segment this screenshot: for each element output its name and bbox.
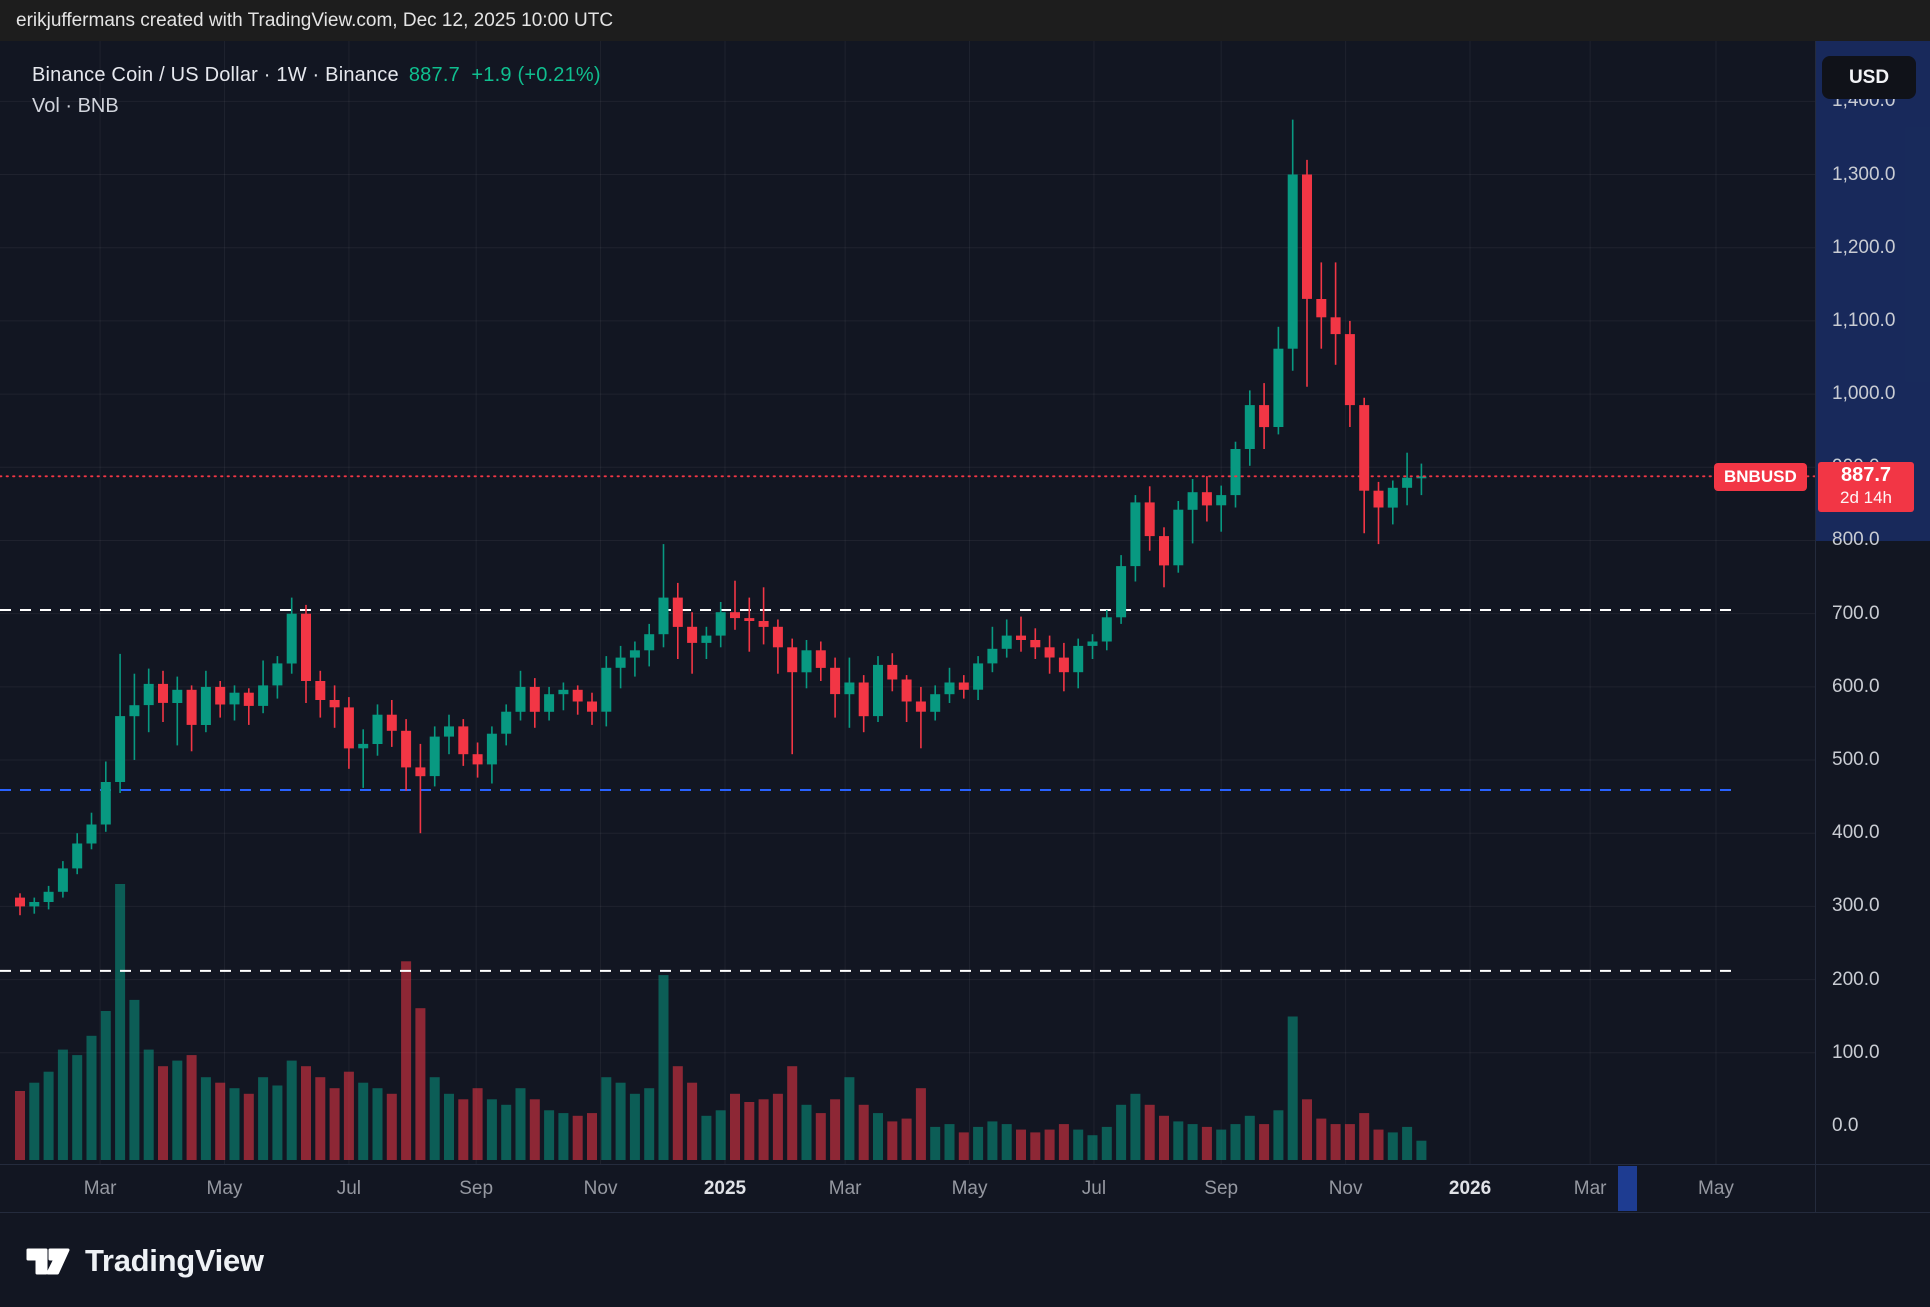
time-axis[interactable]: Mar May Jul Sep Nov 2025 Mar May Jul Sep Nov 2026 Ma… bbox=[0, 1165, 1930, 1212]
time-label-month: May bbox=[1698, 1178, 1734, 1199]
price-tick: 300.0 bbox=[1832, 895, 1880, 917]
time-label-month: Mar bbox=[83, 1178, 117, 1199]
price-tick: 100.0 bbox=[1832, 1041, 1880, 1063]
time-label-year: 2026 bbox=[1448, 1178, 1492, 1199]
time-label-month: Jul bbox=[336, 1178, 362, 1199]
price-tick: 400.0 bbox=[1832, 822, 1880, 844]
price-tick: 1,300.0 bbox=[1832, 163, 1896, 185]
tradingview-logo-icon bbox=[26, 1248, 70, 1275]
current-price-value: 887.7 bbox=[1840, 464, 1892, 486]
symbol-title[interactable]: Binance Coin / US Dollar · 1W · Binance bbox=[32, 64, 399, 86]
time-label-month: Jul bbox=[1081, 1178, 1107, 1199]
price-tick: 700.0 bbox=[1832, 602, 1880, 624]
price-tick: 800.0 bbox=[1832, 529, 1880, 551]
attribution-bar: erikjuffermans created with TradingView.… bbox=[0, 0, 1930, 41]
time-axis-separator bbox=[0, 1164, 1930, 1165]
footer-separator bbox=[0, 1212, 1930, 1213]
currency-toggle-button[interactable]: USD bbox=[1822, 56, 1916, 99]
price-tick: 1,000.0 bbox=[1832, 383, 1896, 405]
volume-label: Vol · BNB bbox=[32, 95, 119, 117]
price-tick: 1,200.0 bbox=[1832, 236, 1896, 258]
time-label-month: Mar bbox=[828, 1178, 862, 1199]
time-label-month: Nov bbox=[1328, 1178, 1363, 1199]
price-tick: 0.0 bbox=[1832, 1115, 1859, 1136]
current-price-label[interactable]: 887.7 2d 14h bbox=[1818, 462, 1914, 512]
price-tick: 600.0 bbox=[1832, 675, 1880, 697]
time-label-year: 2025 bbox=[703, 1178, 747, 1199]
price-tick: 500.0 bbox=[1832, 749, 1880, 771]
level-lines[interactable] bbox=[0, 609, 1733, 972]
price-change: +1.9 (+0.21%) bbox=[471, 64, 601, 86]
last-price: 887.7 bbox=[408, 64, 460, 86]
tradingview-logo-text: TradingView bbox=[85, 1243, 264, 1278]
grid-layer bbox=[0, 41, 1815, 1164]
price-tick: 200.0 bbox=[1832, 968, 1880, 990]
time-axis-blue-marker bbox=[1618, 1166, 1637, 1211]
chart-legend: Binance Coin / US Dollar · 1W · Binance 8… bbox=[32, 64, 601, 118]
tradingview-logo[interactable]: TradingView bbox=[25, 1240, 264, 1282]
volume-series bbox=[15, 884, 1427, 1160]
time-label-month: May bbox=[951, 1178, 988, 1199]
bar-countdown: 2d 14h bbox=[1840, 488, 1892, 507]
attribution-text: erikjuffermans created with TradingView.… bbox=[16, 9, 614, 31]
price-axis[interactable]: 1,400.01,300.01,200.01,100.01,000.0900.0… bbox=[1815, 41, 1930, 1212]
time-label-month: Mar bbox=[1573, 1178, 1607, 1199]
time-label-month: Nov bbox=[583, 1178, 618, 1199]
price-axis-separator bbox=[1815, 41, 1816, 1212]
time-label-month: Sep bbox=[1204, 1178, 1239, 1199]
symbol-price-flag[interactable]: BNBUSD bbox=[1714, 463, 1807, 491]
candlestick-series bbox=[15, 119, 1427, 916]
price-tick: 1,100.0 bbox=[1832, 309, 1896, 331]
time-label-month: Sep bbox=[459, 1178, 494, 1199]
price-axis-highlight bbox=[1816, 41, 1930, 541]
time-label-month: May bbox=[206, 1178, 243, 1199]
